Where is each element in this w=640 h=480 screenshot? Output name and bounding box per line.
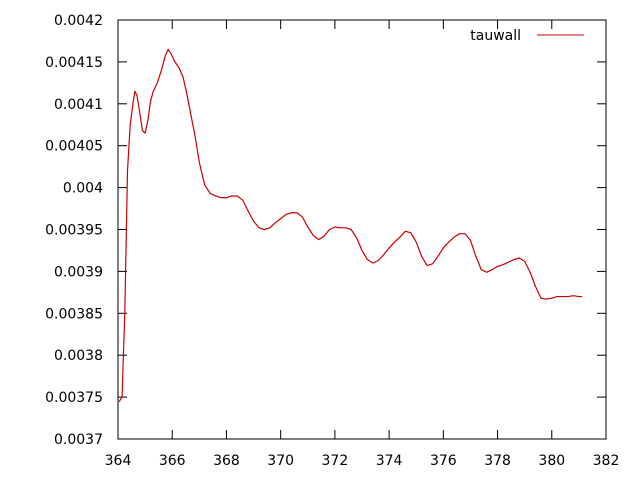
x-tick-label: 372 [322, 453, 349, 469]
y-tick-label: 0.0039 [54, 264, 103, 280]
y-tick-label: 0.00395 [45, 223, 103, 239]
x-axis: 364 366 368 370 372 374 376 378 380 382 [105, 20, 620, 469]
y-tick-label: 0.0037 [54, 432, 103, 448]
y-axis: 0.0037 0.00375 0.0038 0.00385 0.0039 0.00395 0… [45, 13, 606, 448]
y-tick-label: 0.0038 [54, 348, 103, 364]
x-tick-label: 382 [593, 453, 620, 469]
x-tick-label: 366 [159, 453, 186, 469]
y-tick-label: 0.00375 [45, 390, 103, 406]
y-tick-label: 0.00405 [45, 139, 103, 155]
x-tick-label: 370 [267, 453, 294, 469]
x-tick-label: 376 [430, 453, 457, 469]
series-line-tauwall [118, 48, 583, 402]
y-tick-label: 0.00415 [45, 55, 103, 71]
plot-frame [117, 19, 607, 440]
x-tick-label: 364 [105, 453, 132, 469]
series-layer [118, 48, 583, 402]
legend-label-tauwall: tauwall [470, 28, 521, 44]
y-tick-label: 0.0041 [54, 97, 103, 113]
x-tick-label: 374 [376, 453, 403, 469]
x-tick-label: 378 [484, 453, 511, 469]
legend: tauwall [470, 28, 584, 44]
y-tick-label: 0.004 [63, 181, 103, 197]
x-tick-label: 380 [538, 453, 565, 469]
y-tick-label: 0.00385 [45, 306, 103, 322]
y-tick-label: 0.0042 [54, 13, 103, 29]
x-tick-label: 368 [213, 453, 240, 469]
